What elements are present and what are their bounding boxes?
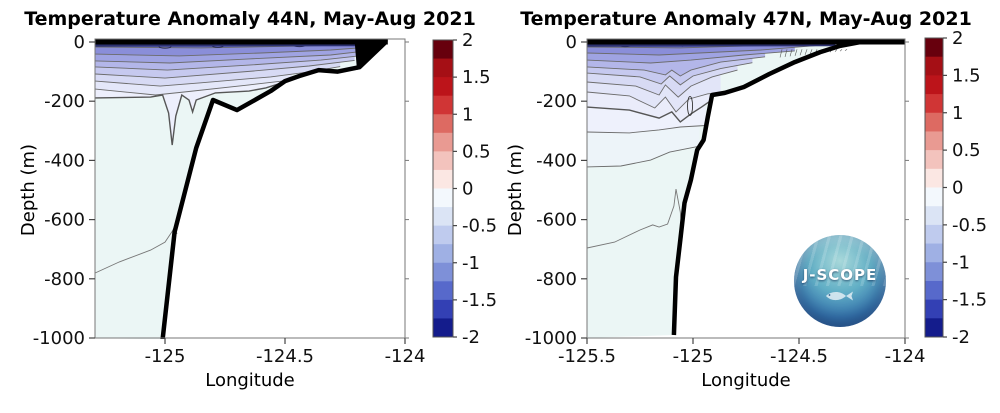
axes-44n: -125 -124.5 -124 0 -200 -400 -600 -800 -1000 xyxy=(33,32,426,367)
svg-text:-1000: -1000 xyxy=(33,328,85,349)
svg-text:0: 0 xyxy=(566,32,577,53)
contour-plot-44n xyxy=(95,39,405,339)
svg-text:-600: -600 xyxy=(44,210,85,231)
svg-text:1.5: 1.5 xyxy=(462,67,491,88)
panel-47n-ylabel: Depth (m) xyxy=(505,143,526,237)
svg-text:-124.5: -124.5 xyxy=(770,346,828,367)
svg-text:-200: -200 xyxy=(536,91,577,112)
svg-text:-800: -800 xyxy=(44,269,85,290)
svg-text:-600: -600 xyxy=(536,210,577,231)
svg-text:0: 0 xyxy=(462,179,473,200)
svg-text:-125: -125 xyxy=(673,346,714,367)
svg-text:-800: -800 xyxy=(536,269,577,290)
svg-text:1: 1 xyxy=(952,103,963,124)
svg-text:-2: -2 xyxy=(952,327,970,348)
svg-text:-124.5: -124.5 xyxy=(256,346,314,367)
svg-text:2: 2 xyxy=(462,30,473,51)
svg-text:-124: -124 xyxy=(885,346,926,367)
svg-text:-124: -124 xyxy=(385,346,426,367)
svg-text:-1000: -1000 xyxy=(525,328,577,349)
panel-44n-xlabel: Longitude xyxy=(205,370,295,391)
svg-text:-1.5: -1.5 xyxy=(462,290,497,311)
svg-text:-1: -1 xyxy=(462,253,480,274)
svg-text:-2: -2 xyxy=(462,327,480,348)
jscope-logo: J-SCOPE xyxy=(794,235,886,327)
svg-text:0: 0 xyxy=(952,178,963,199)
svg-text:0: 0 xyxy=(74,32,85,53)
colorbar-47n: 2 1.5 1 0.5 0 -0.5 -1 -1.5 -2 xyxy=(924,28,987,348)
panel-44n-title: Temperature Anomaly 44N, May-Aug 2021 xyxy=(24,8,476,30)
svg-text:0.5: 0.5 xyxy=(462,141,491,162)
svg-text:-1.5: -1.5 xyxy=(952,290,987,311)
svg-text:-200: -200 xyxy=(44,91,85,112)
panel-44n-ylabel: Depth (m) xyxy=(18,143,39,237)
fish-icon xyxy=(826,291,853,301)
svg-text:1.5: 1.5 xyxy=(952,65,981,86)
logo-text: J-SCOPE xyxy=(802,266,878,284)
logo-light-rays xyxy=(794,235,886,286)
svg-text:-0.5: -0.5 xyxy=(462,216,497,237)
svg-text:2: 2 xyxy=(952,28,963,49)
svg-text:-400: -400 xyxy=(536,150,577,171)
panel-47n-xlabel: Longitude xyxy=(701,370,791,391)
svg-text:-400: -400 xyxy=(44,150,85,171)
svg-text:-0.5: -0.5 xyxy=(952,215,987,236)
svg-text:-125.5: -125.5 xyxy=(558,346,616,367)
panel-47n-title: Temperature Anomaly 47N, May-Aug 2021 xyxy=(520,8,972,30)
svg-text:-125: -125 xyxy=(145,346,186,367)
colorbar-44n: 2 1.5 1 0.5 0 -0.5 -1 -1.5 -2 xyxy=(432,30,497,348)
svg-text:1: 1 xyxy=(462,104,473,125)
svg-text:0.5: 0.5 xyxy=(952,140,981,161)
axes-47n: -125.5 -125 -124.5 -124 0 -200 -400 -600 -800 -10… xyxy=(525,32,926,367)
svg-text:-1: -1 xyxy=(952,252,970,273)
